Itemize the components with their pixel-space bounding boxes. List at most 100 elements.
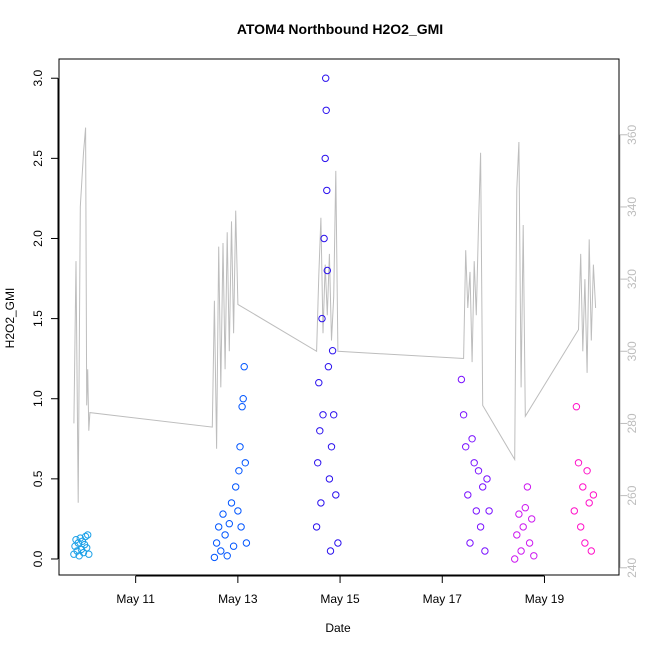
data-point bbox=[585, 499, 593, 507]
data-point bbox=[481, 547, 489, 555]
y2-tick-label: 260 bbox=[625, 485, 639, 505]
y-tick-label: 0.0 bbox=[31, 550, 45, 567]
data-point bbox=[515, 510, 523, 518]
data-point bbox=[332, 491, 340, 499]
points-layer bbox=[70, 74, 598, 563]
series-1 bbox=[70, 531, 93, 560]
data-point bbox=[468, 435, 476, 443]
data-point bbox=[323, 186, 331, 195]
data-point bbox=[334, 539, 342, 547]
series-5 bbox=[511, 483, 538, 563]
data-point bbox=[227, 499, 236, 507]
data-point bbox=[528, 515, 536, 523]
data-point bbox=[327, 443, 336, 451]
data-point bbox=[462, 443, 470, 451]
data-point bbox=[577, 523, 585, 531]
data-point bbox=[315, 379, 323, 387]
data-point bbox=[521, 504, 529, 512]
data-point bbox=[241, 459, 250, 467]
y-axis-label: H2O2_GMI bbox=[3, 288, 17, 349]
data-point bbox=[312, 523, 321, 531]
data-point bbox=[316, 427, 324, 435]
secondary-line-layer bbox=[73, 127, 597, 503]
y-tick-label: 2.5 bbox=[31, 150, 45, 167]
y2-tick-label: 320 bbox=[625, 269, 639, 289]
y2-tick-label: 240 bbox=[625, 557, 639, 577]
x-axis-label: Date bbox=[325, 621, 351, 635]
series-6 bbox=[570, 403, 598, 555]
data-point bbox=[511, 555, 519, 563]
series-4 bbox=[457, 375, 493, 555]
data-point bbox=[319, 411, 327, 419]
data-point bbox=[457, 375, 466, 384]
y-tick-label: 1.5 bbox=[31, 310, 45, 327]
data-point bbox=[466, 539, 474, 547]
y-axis: 0.0 0.5 1.0 1.5 2.0 2.5 3.0 bbox=[31, 70, 59, 567]
y-tick-label: 2.0 bbox=[31, 230, 45, 247]
data-point bbox=[84, 531, 92, 539]
data-point bbox=[320, 234, 328, 243]
data-point bbox=[530, 552, 538, 560]
data-point bbox=[239, 395, 247, 403]
data-point bbox=[579, 483, 587, 491]
y2-axis: 240 260 280 300 320 340 360 bbox=[619, 124, 639, 578]
data-point bbox=[572, 403, 581, 411]
data-point bbox=[519, 523, 527, 531]
data-point bbox=[474, 467, 483, 475]
x-axis: May 11 May 13 May 15 May 17 May 19 bbox=[116, 575, 565, 606]
series-3 bbox=[312, 74, 342, 555]
data-point bbox=[234, 507, 242, 515]
data-point bbox=[236, 443, 244, 451]
data-point bbox=[470, 459, 478, 467]
data-point bbox=[232, 483, 240, 491]
data-point bbox=[223, 552, 231, 560]
data-point bbox=[242, 539, 251, 547]
data-point bbox=[581, 539, 589, 547]
y-tick-label: 1.0 bbox=[31, 390, 45, 407]
x-tick-label: May 13 bbox=[218, 592, 258, 606]
data-point bbox=[237, 523, 245, 531]
x-tick-label: May 19 bbox=[525, 592, 565, 606]
data-point bbox=[328, 347, 337, 355]
data-point bbox=[215, 523, 223, 531]
data-point bbox=[587, 547, 595, 555]
data-point bbox=[517, 547, 525, 555]
data-point bbox=[81, 532, 90, 541]
data-point bbox=[574, 459, 583, 467]
data-point bbox=[318, 314, 326, 323]
data-point bbox=[322, 74, 330, 82]
data-point bbox=[323, 266, 331, 275]
data-point bbox=[525, 539, 534, 547]
data-point bbox=[210, 553, 219, 562]
y2-tick-label: 360 bbox=[625, 124, 639, 144]
data-point bbox=[476, 523, 485, 531]
data-point bbox=[483, 475, 491, 483]
data-point bbox=[217, 547, 225, 555]
data-point bbox=[212, 539, 221, 547]
data-point bbox=[485, 507, 493, 515]
data-point bbox=[326, 547, 335, 555]
chart-title: ATOM4 Northbound H2O2_GMI bbox=[237, 21, 443, 37]
plot-frame bbox=[58, 58, 620, 576]
y-tick-label: 3.0 bbox=[31, 70, 45, 87]
y-tick-label: 0.5 bbox=[31, 470, 45, 487]
x-tick-label: May 17 bbox=[423, 592, 463, 606]
y2-tick-label: 340 bbox=[625, 197, 639, 217]
data-point bbox=[325, 475, 334, 483]
data-point bbox=[330, 411, 338, 419]
data-point bbox=[314, 459, 322, 467]
data-point bbox=[322, 106, 330, 115]
y2-tick-label: 280 bbox=[625, 413, 639, 433]
data-point bbox=[472, 507, 480, 515]
x-tick-label: May 11 bbox=[116, 592, 155, 606]
data-point bbox=[523, 483, 532, 491]
data-point bbox=[85, 550, 93, 558]
data-point bbox=[238, 403, 246, 411]
data-point bbox=[464, 491, 472, 499]
data-point bbox=[219, 510, 227, 518]
data-point bbox=[235, 467, 243, 475]
data-point bbox=[83, 544, 91, 552]
data-point bbox=[513, 531, 521, 539]
data-point bbox=[240, 363, 248, 371]
